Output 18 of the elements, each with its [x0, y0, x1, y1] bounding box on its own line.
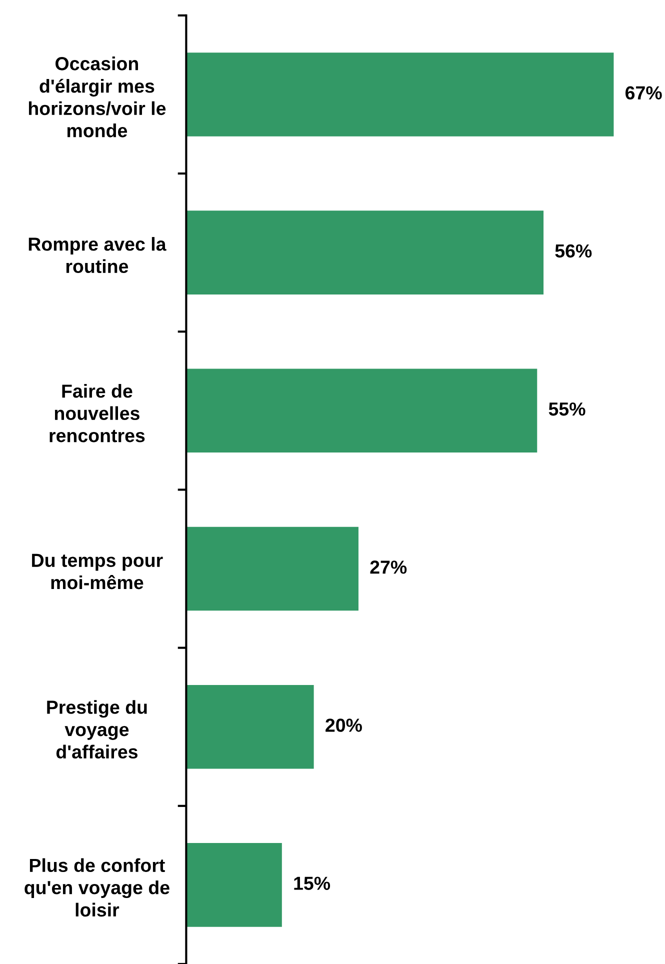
bar: [186, 526, 358, 611]
y-tick-label: Faire de nouvelles rencontres: [50, 384, 145, 442]
y-tick-label: Du temps pour moi-même: [32, 554, 163, 590]
y-tick-label: Rompre avec la routine: [28, 237, 166, 274]
bar: [186, 210, 544, 294]
y-tick-label: Prestige du voyage d'affaires: [47, 700, 147, 759]
bar: [186, 843, 282, 927]
data-label: 67%: [625, 86, 662, 100]
bar: [186, 684, 314, 769]
y-tick-label: Plus de confort qu'en voyage de loisir: [24, 858, 170, 917]
data-label: 55%: [548, 402, 586, 416]
bar: [186, 52, 614, 136]
bar: [186, 368, 538, 453]
data-label: 56%: [555, 244, 592, 258]
y-tick-label: Occasion d'élargir mes horizons/voir le monde: [28, 56, 166, 138]
data-label: 20%: [326, 718, 362, 732]
data-label: 27%: [370, 560, 407, 574]
data-label: 15%: [294, 876, 330, 890]
